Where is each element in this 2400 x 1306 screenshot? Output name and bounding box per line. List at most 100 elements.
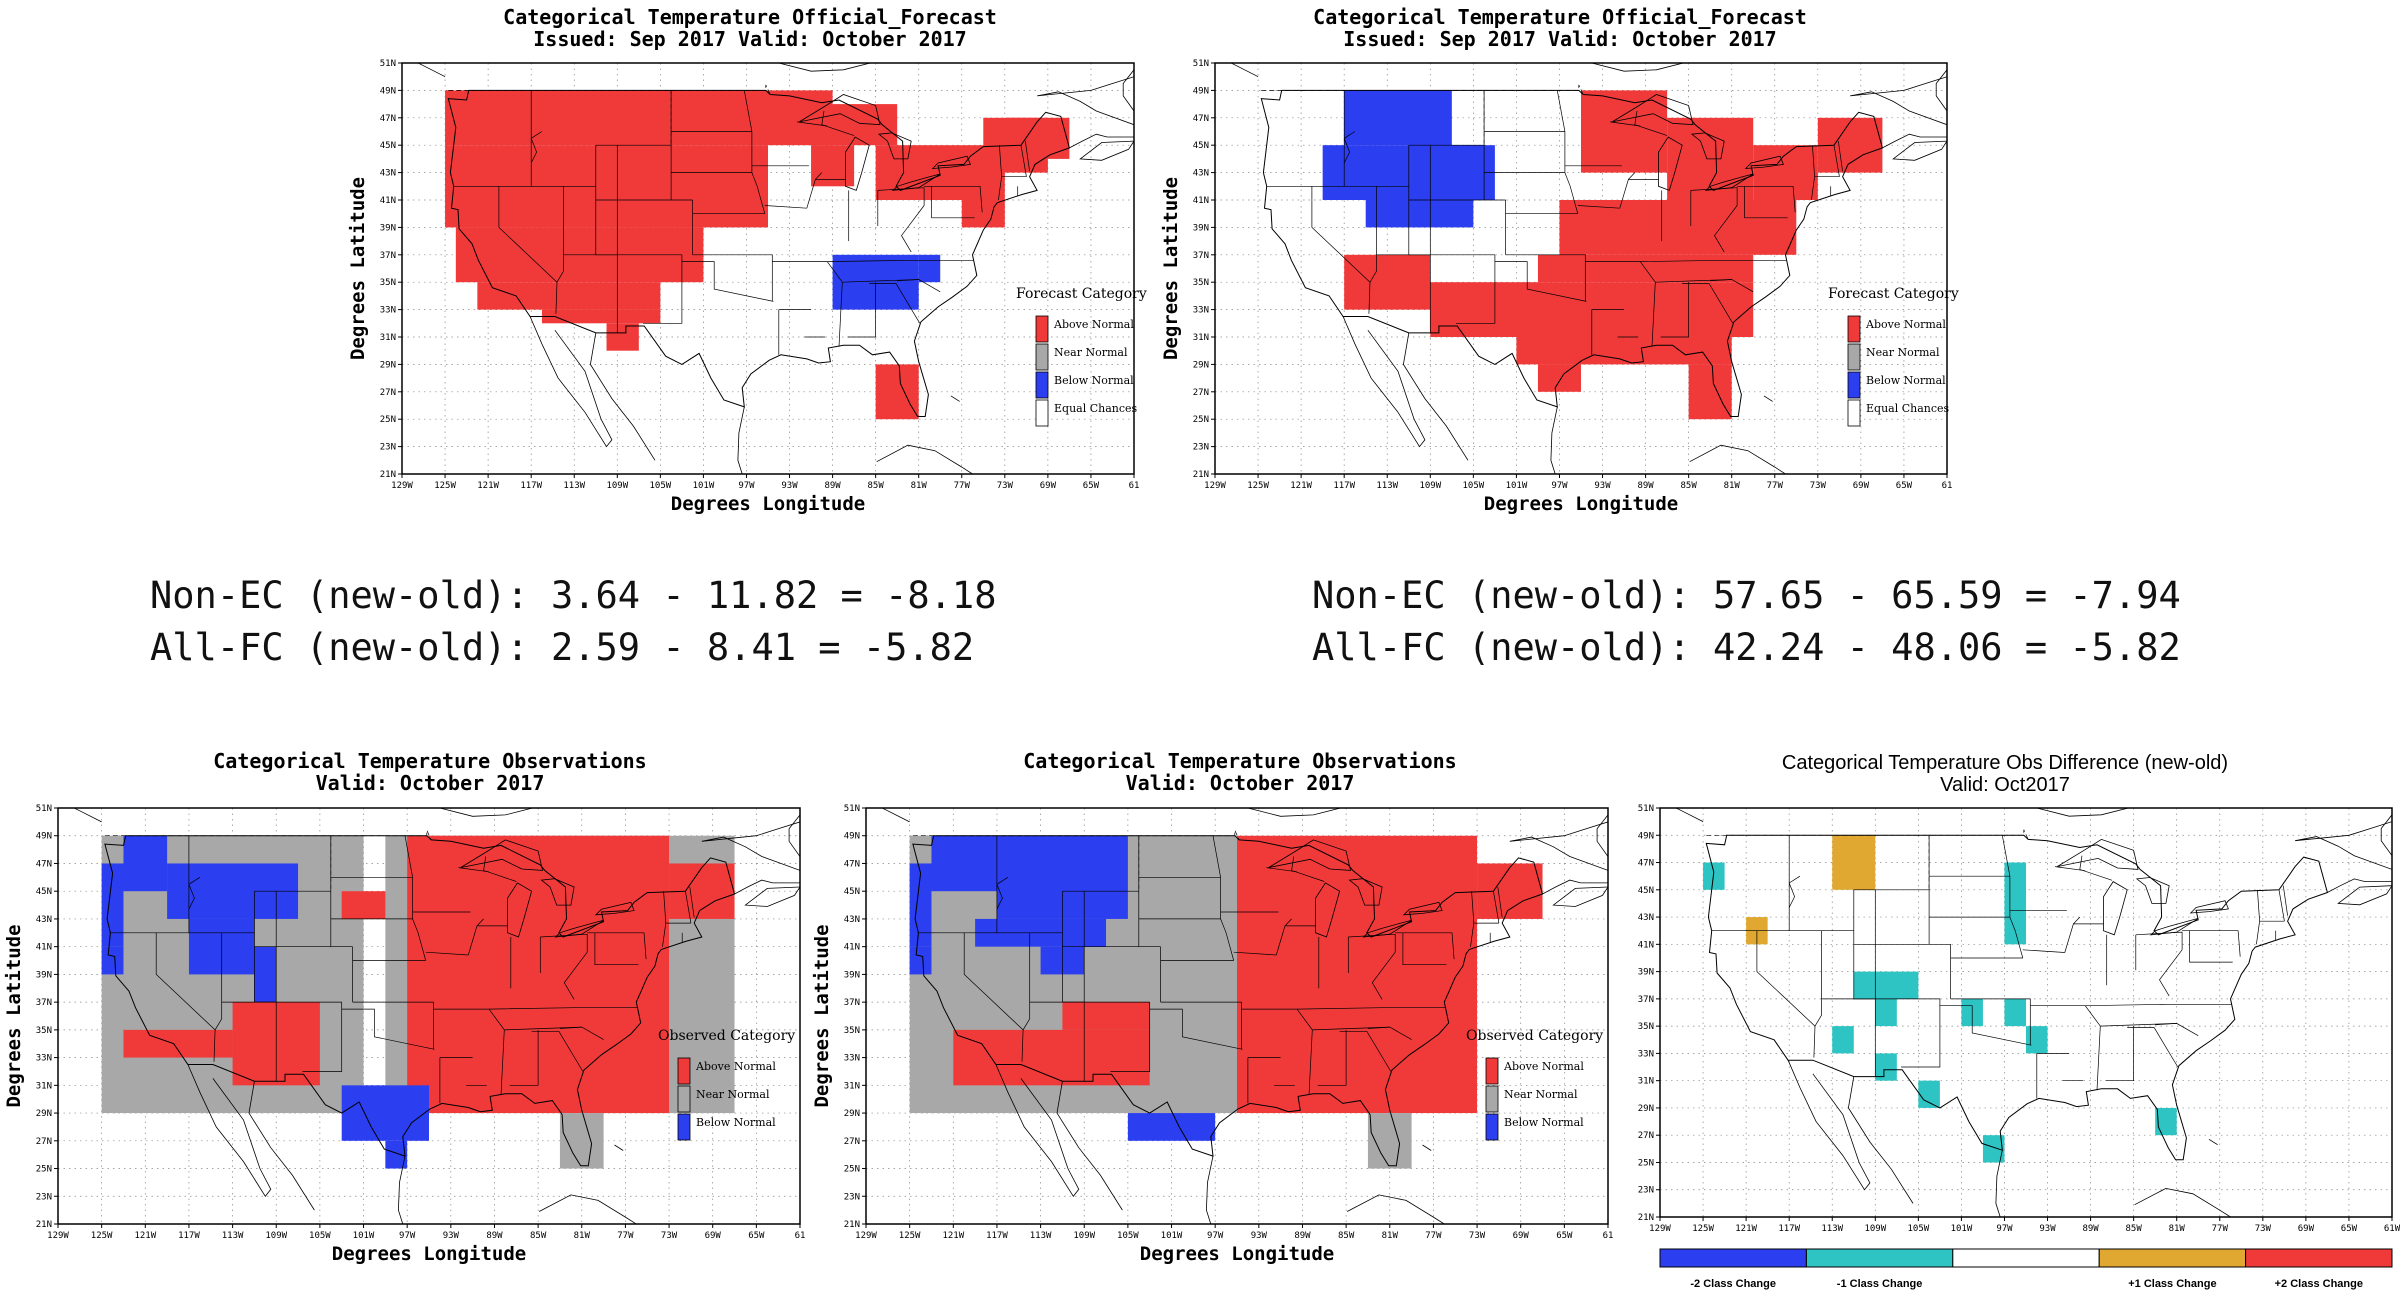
state-boundary — [1402, 932, 1455, 960]
lon-tick-label: 117W — [1333, 481, 1355, 491]
colorbar-segment-minus2 — [1659, 1248, 1807, 1268]
panel-observations-old: Categorical Temperature Observations Val… — [10, 750, 810, 1280]
state-boundary — [1833, 145, 1840, 177]
lat-tick-label: 43N — [380, 169, 396, 179]
state-boundary — [1837, 141, 1843, 172]
lat-tick-label: 33N — [380, 306, 396, 316]
legend-label: Near Normal — [1866, 346, 1940, 359]
lon-tick-label: 85W — [1681, 481, 1698, 491]
state-boundary — [827, 259, 974, 262]
lon-tick-label: 77W — [2212, 1224, 2229, 1234]
state-boundary — [498, 186, 558, 283]
lon-tick-label: 105W — [1908, 1224, 1930, 1234]
title-line-2: Issued: Sep 2017 Valid: October 2017 — [1343, 27, 1777, 51]
category-cell-minus1 — [1853, 971, 1919, 999]
state-boundary — [1371, 951, 1396, 1000]
coastline — [995, 1064, 1080, 1197]
category-cell-below — [909, 946, 932, 975]
lon-tick-label: 105W — [650, 481, 672, 491]
state-boundary — [1494, 261, 1587, 302]
lat-tick-label: 31N — [36, 1081, 52, 1091]
legend-title: Observed Category — [658, 1028, 795, 1044]
legend-swatch-near — [677, 1085, 691, 1113]
map-frame — [1214, 62, 1948, 475]
state-boundary — [1212, 835, 1235, 961]
great-lake — [1315, 882, 1341, 938]
state-boundary — [1950, 998, 2031, 1046]
great-lake — [845, 136, 870, 191]
coastline — [439, 808, 535, 817]
category-cell-above — [1753, 145, 1818, 200]
state-boundary — [1813, 930, 1822, 1058]
category-cell-above — [123, 1029, 233, 1058]
lat-tick-label: 49N — [1638, 831, 1654, 841]
lat-tick-label: 41N — [844, 943, 860, 953]
coastline — [1935, 69, 1947, 112]
state-boundary — [1456, 254, 1496, 324]
legend-swatch-equal — [1035, 399, 1049, 427]
great-lake — [2149, 918, 2199, 936]
lon-tick-label: 77W — [1425, 1231, 1442, 1241]
lon-tick-label: 61W — [2384, 1224, 2400, 1234]
coastline — [417, 63, 446, 78]
state-boundary — [1939, 1005, 2032, 1046]
border — [104, 830, 432, 841]
title-line-2: Valid: October 2017 — [315, 771, 545, 795]
state-boundary — [692, 254, 773, 302]
border — [912, 830, 1240, 841]
legend-swatch-above — [1485, 1057, 1499, 1085]
lat-tick-label: 45N — [1638, 886, 1654, 896]
state-boundary — [1577, 205, 1620, 209]
lat-tick-label: 35N — [380, 278, 396, 288]
legend-swatch-above — [1847, 315, 1861, 343]
y-axis-label: Degrees Latitude — [347, 177, 369, 360]
category-cell-below — [1344, 90, 1452, 146]
lon-tick-label: 73W — [997, 481, 1014, 491]
state-boundary — [2182, 930, 2233, 963]
legend-title: Forecast Category — [1016, 286, 1147, 302]
x-axis-label: Degrees Longitude — [671, 493, 865, 515]
lat-tick-label: 21N — [844, 1220, 860, 1230]
coastline — [2380, 814, 2392, 856]
state-boundary — [1021, 932, 1031, 1062]
border — [1706, 829, 2029, 840]
great-lake — [1658, 136, 1683, 191]
state-boundary — [1149, 1008, 1243, 1050]
coastline — [1892, 140, 1947, 161]
panel-title: Categorical Temperature Observations Val… — [10, 750, 850, 794]
category-cell-above — [541, 309, 661, 324]
great-lake — [594, 901, 635, 916]
lon-tick-label: 65W — [2341, 1224, 2358, 1234]
state-boundary — [425, 951, 469, 956]
coastline — [614, 1144, 624, 1151]
lon-tick-label: 101W — [693, 481, 715, 491]
map-obs-diff: 51N 49N 47N 45N 43N 41N 39N 37N 35N 33N 31N 29N 27N 2… — [1638, 804, 2400, 1290]
coastline — [73, 808, 102, 823]
lat-tick-label: 45N — [36, 887, 52, 897]
map-content — [1215, 63, 1947, 474]
coastline — [1675, 808, 1704, 822]
coastline — [881, 808, 910, 823]
lon-tick-label: 109W — [606, 481, 628, 491]
state-boundary — [1710, 279, 1754, 293]
state-boundary — [1020, 145, 1027, 177]
lat-tick-label: 23N — [1193, 443, 1209, 453]
lat-tick-label: 35N — [844, 1026, 860, 1036]
state-boundary — [2001, 835, 2024, 959]
great-lake — [2189, 900, 2229, 914]
category-cell-above — [875, 145, 1005, 200]
category-cell-minus1 — [2004, 998, 2026, 1027]
lon-tick-label: 81W — [574, 1231, 591, 1241]
y-axis-label: Degrees Latitude — [3, 924, 25, 1107]
legend-label: Near Normal — [1054, 346, 1128, 359]
lon-tick-label: 129W — [855, 1231, 877, 1241]
state-boundary — [2073, 916, 2081, 925]
category-cell-below — [1127, 1113, 1216, 1141]
state-boundary — [1556, 90, 1579, 214]
category-cell-minus1 — [1875, 998, 1897, 1027]
lon-tick-label: 121W — [134, 1231, 156, 1241]
legend-swatch-below — [1485, 1113, 1499, 1141]
panel-observations-difference: Categorical Temperature Obs Difference (… — [1620, 752, 2400, 1282]
coastline — [397, 1156, 406, 1224]
lon-tick-label: 129W — [391, 481, 413, 491]
